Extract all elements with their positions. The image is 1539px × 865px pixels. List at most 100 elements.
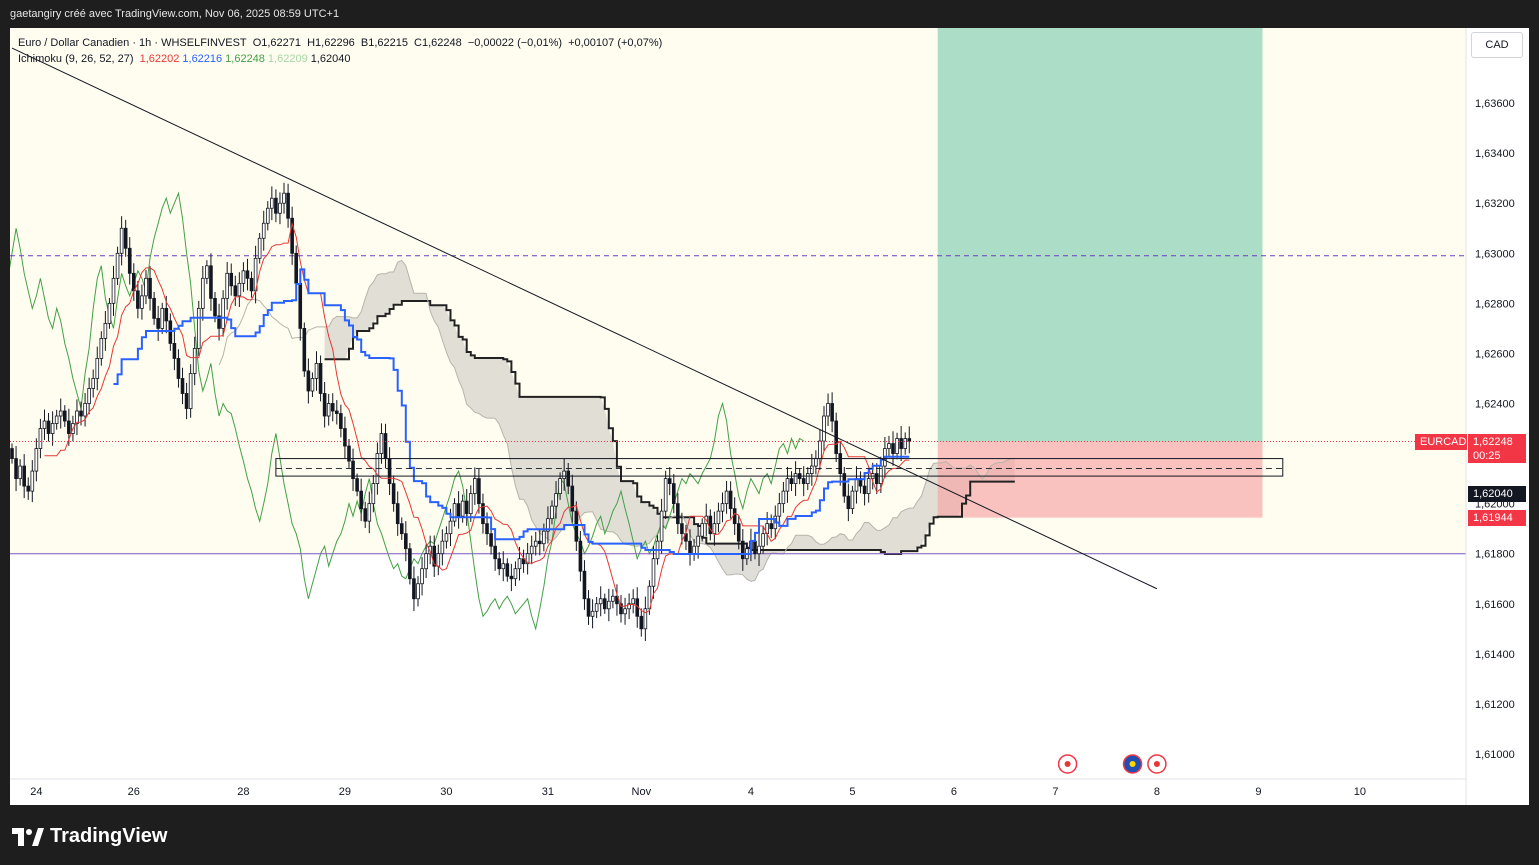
candle <box>221 290 225 337</box>
candle <box>111 265 116 316</box>
candle <box>550 500 554 525</box>
candle <box>724 480 729 514</box>
candle <box>160 302 165 334</box>
candle-body <box>201 277 205 309</box>
candle <box>846 483 851 522</box>
candle <box>180 367 185 405</box>
close-value: C1,62248 <box>414 37 462 49</box>
ichimoku-row[interactable]: Ichimoku (9, 26, 52, 27) 1,62202 1,62216 1… <box>18 51 665 67</box>
candle <box>651 546 656 599</box>
candle-body <box>233 285 238 297</box>
candle-body <box>639 615 644 630</box>
candle-body <box>412 578 416 600</box>
candle <box>115 246 120 285</box>
candle <box>801 466 806 497</box>
candle-body <box>574 510 579 542</box>
candle-body <box>18 465 22 480</box>
candle-body <box>716 510 721 525</box>
x-tick-label: 31 <box>542 786 554 798</box>
candle <box>395 491 400 536</box>
candle <box>144 270 148 305</box>
candle <box>416 576 420 607</box>
candle <box>229 263 234 296</box>
candle-body <box>489 533 493 547</box>
candle-body <box>156 317 160 329</box>
candle <box>192 336 197 386</box>
candle-body <box>631 598 635 605</box>
candle-body <box>741 540 745 560</box>
candle-body <box>115 252 120 279</box>
candle <box>75 399 79 436</box>
candle-body <box>209 265 213 299</box>
candle-body <box>895 438 899 454</box>
candle-body <box>493 545 497 560</box>
candle-body <box>367 503 372 522</box>
candle <box>152 291 156 325</box>
candle-body <box>887 443 891 449</box>
chikou-line <box>10 191 804 631</box>
candle-body <box>26 485 31 492</box>
candle-body <box>688 540 692 555</box>
candle-body <box>509 575 514 580</box>
candle <box>274 189 278 223</box>
candle-body <box>525 553 530 565</box>
chart-canvas[interactable]: 1,61000 1,61200 1,61400 1,61600 1,61800 1,620… <box>10 28 1529 805</box>
candle-body <box>468 493 473 515</box>
ichimoku-value-1: 1,62216 <box>182 53 223 65</box>
candle-body <box>286 192 290 219</box>
candle-body <box>769 523 774 530</box>
y-tick-label: 1,62400 <box>1475 399 1515 411</box>
candle <box>473 467 477 505</box>
candle-body <box>172 343 177 359</box>
candle <box>452 498 457 527</box>
downtrend-line <box>11 47 1158 590</box>
candle-body <box>261 222 266 239</box>
candle-body <box>501 563 506 570</box>
x-tick-label: 8 <box>1154 786 1160 798</box>
candle-body <box>408 548 412 580</box>
candle <box>736 515 741 550</box>
candle-body <box>302 327 307 372</box>
candle-body <box>87 388 91 404</box>
candle-body <box>164 307 169 322</box>
candle <box>424 544 428 579</box>
candle <box>107 298 112 329</box>
candle-body <box>753 540 757 555</box>
candle-body <box>724 490 729 505</box>
candle-body <box>391 483 396 505</box>
chart-frame[interactable]: 1,61000 1,61200 1,61400 1,61600 1,61800 1,620… <box>10 28 1529 805</box>
candle-body <box>107 302 112 324</box>
candle-body <box>440 540 445 555</box>
candle-body <box>152 297 156 319</box>
candle <box>127 237 132 285</box>
candle-body <box>184 393 189 409</box>
candle <box>391 475 396 512</box>
candle-body <box>862 485 867 495</box>
candle-body <box>351 460 355 479</box>
candle <box>680 512 684 545</box>
candle-body <box>562 470 566 479</box>
currency-button[interactable]: CAD <box>1471 32 1523 58</box>
candle-body <box>180 378 185 394</box>
chart-legend: Euro / Dollar Canadien · 1h · WHSELFINVE… <box>18 35 665 67</box>
candle <box>562 458 566 491</box>
brand-label: TradingView <box>50 825 168 847</box>
candle <box>619 594 623 623</box>
candle <box>805 467 810 491</box>
candle <box>38 418 43 459</box>
candle-body <box>241 270 246 284</box>
eu-flag-icon <box>1122 754 1143 774</box>
tradingview-brand[interactable]: TradingView <box>12 825 167 848</box>
candle-body <box>732 508 737 525</box>
candle <box>785 466 790 503</box>
candle <box>310 372 315 398</box>
candle-body <box>720 503 725 512</box>
candle <box>667 467 672 496</box>
candle-body <box>436 553 441 567</box>
candle-body <box>700 523 704 537</box>
candle-body <box>416 583 420 600</box>
tenkan-sen-line <box>44 221 910 614</box>
change-value: −0,00022 (−0,01%) <box>467 37 563 49</box>
candle <box>850 485 855 514</box>
candle-body <box>736 523 741 542</box>
